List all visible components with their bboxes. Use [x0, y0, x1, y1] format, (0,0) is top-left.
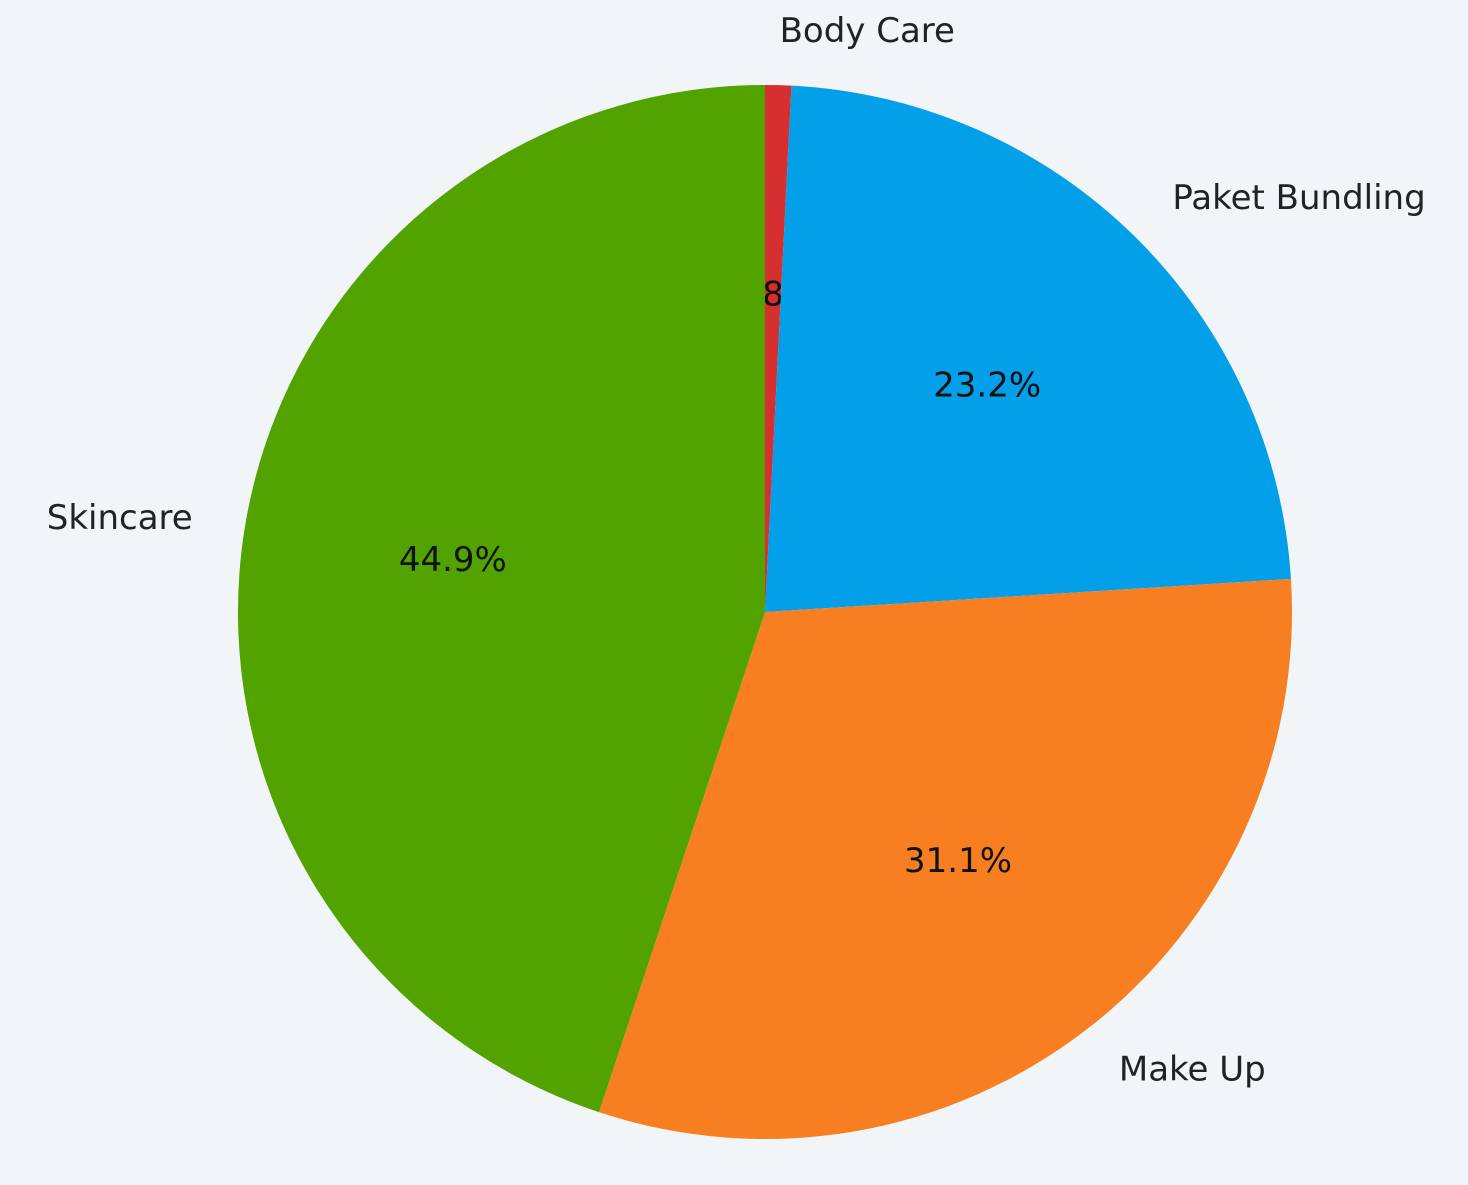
slice-label: Paket Bundling	[1172, 178, 1425, 218]
slice-label: Skincare	[47, 498, 193, 538]
slice-label: Body Care	[780, 11, 955, 51]
percent-label: 31.1%	[904, 841, 1012, 881]
pie-slice	[237, 85, 765, 1113]
slice-label: Make Up	[1119, 1050, 1266, 1090]
pie-slice	[765, 85, 792, 612]
pie-slice	[599, 578, 1292, 1139]
pie-slice	[765, 85, 1291, 612]
percent-label: 23.2%	[933, 366, 1041, 406]
percent-label: 44.9%	[399, 540, 507, 580]
